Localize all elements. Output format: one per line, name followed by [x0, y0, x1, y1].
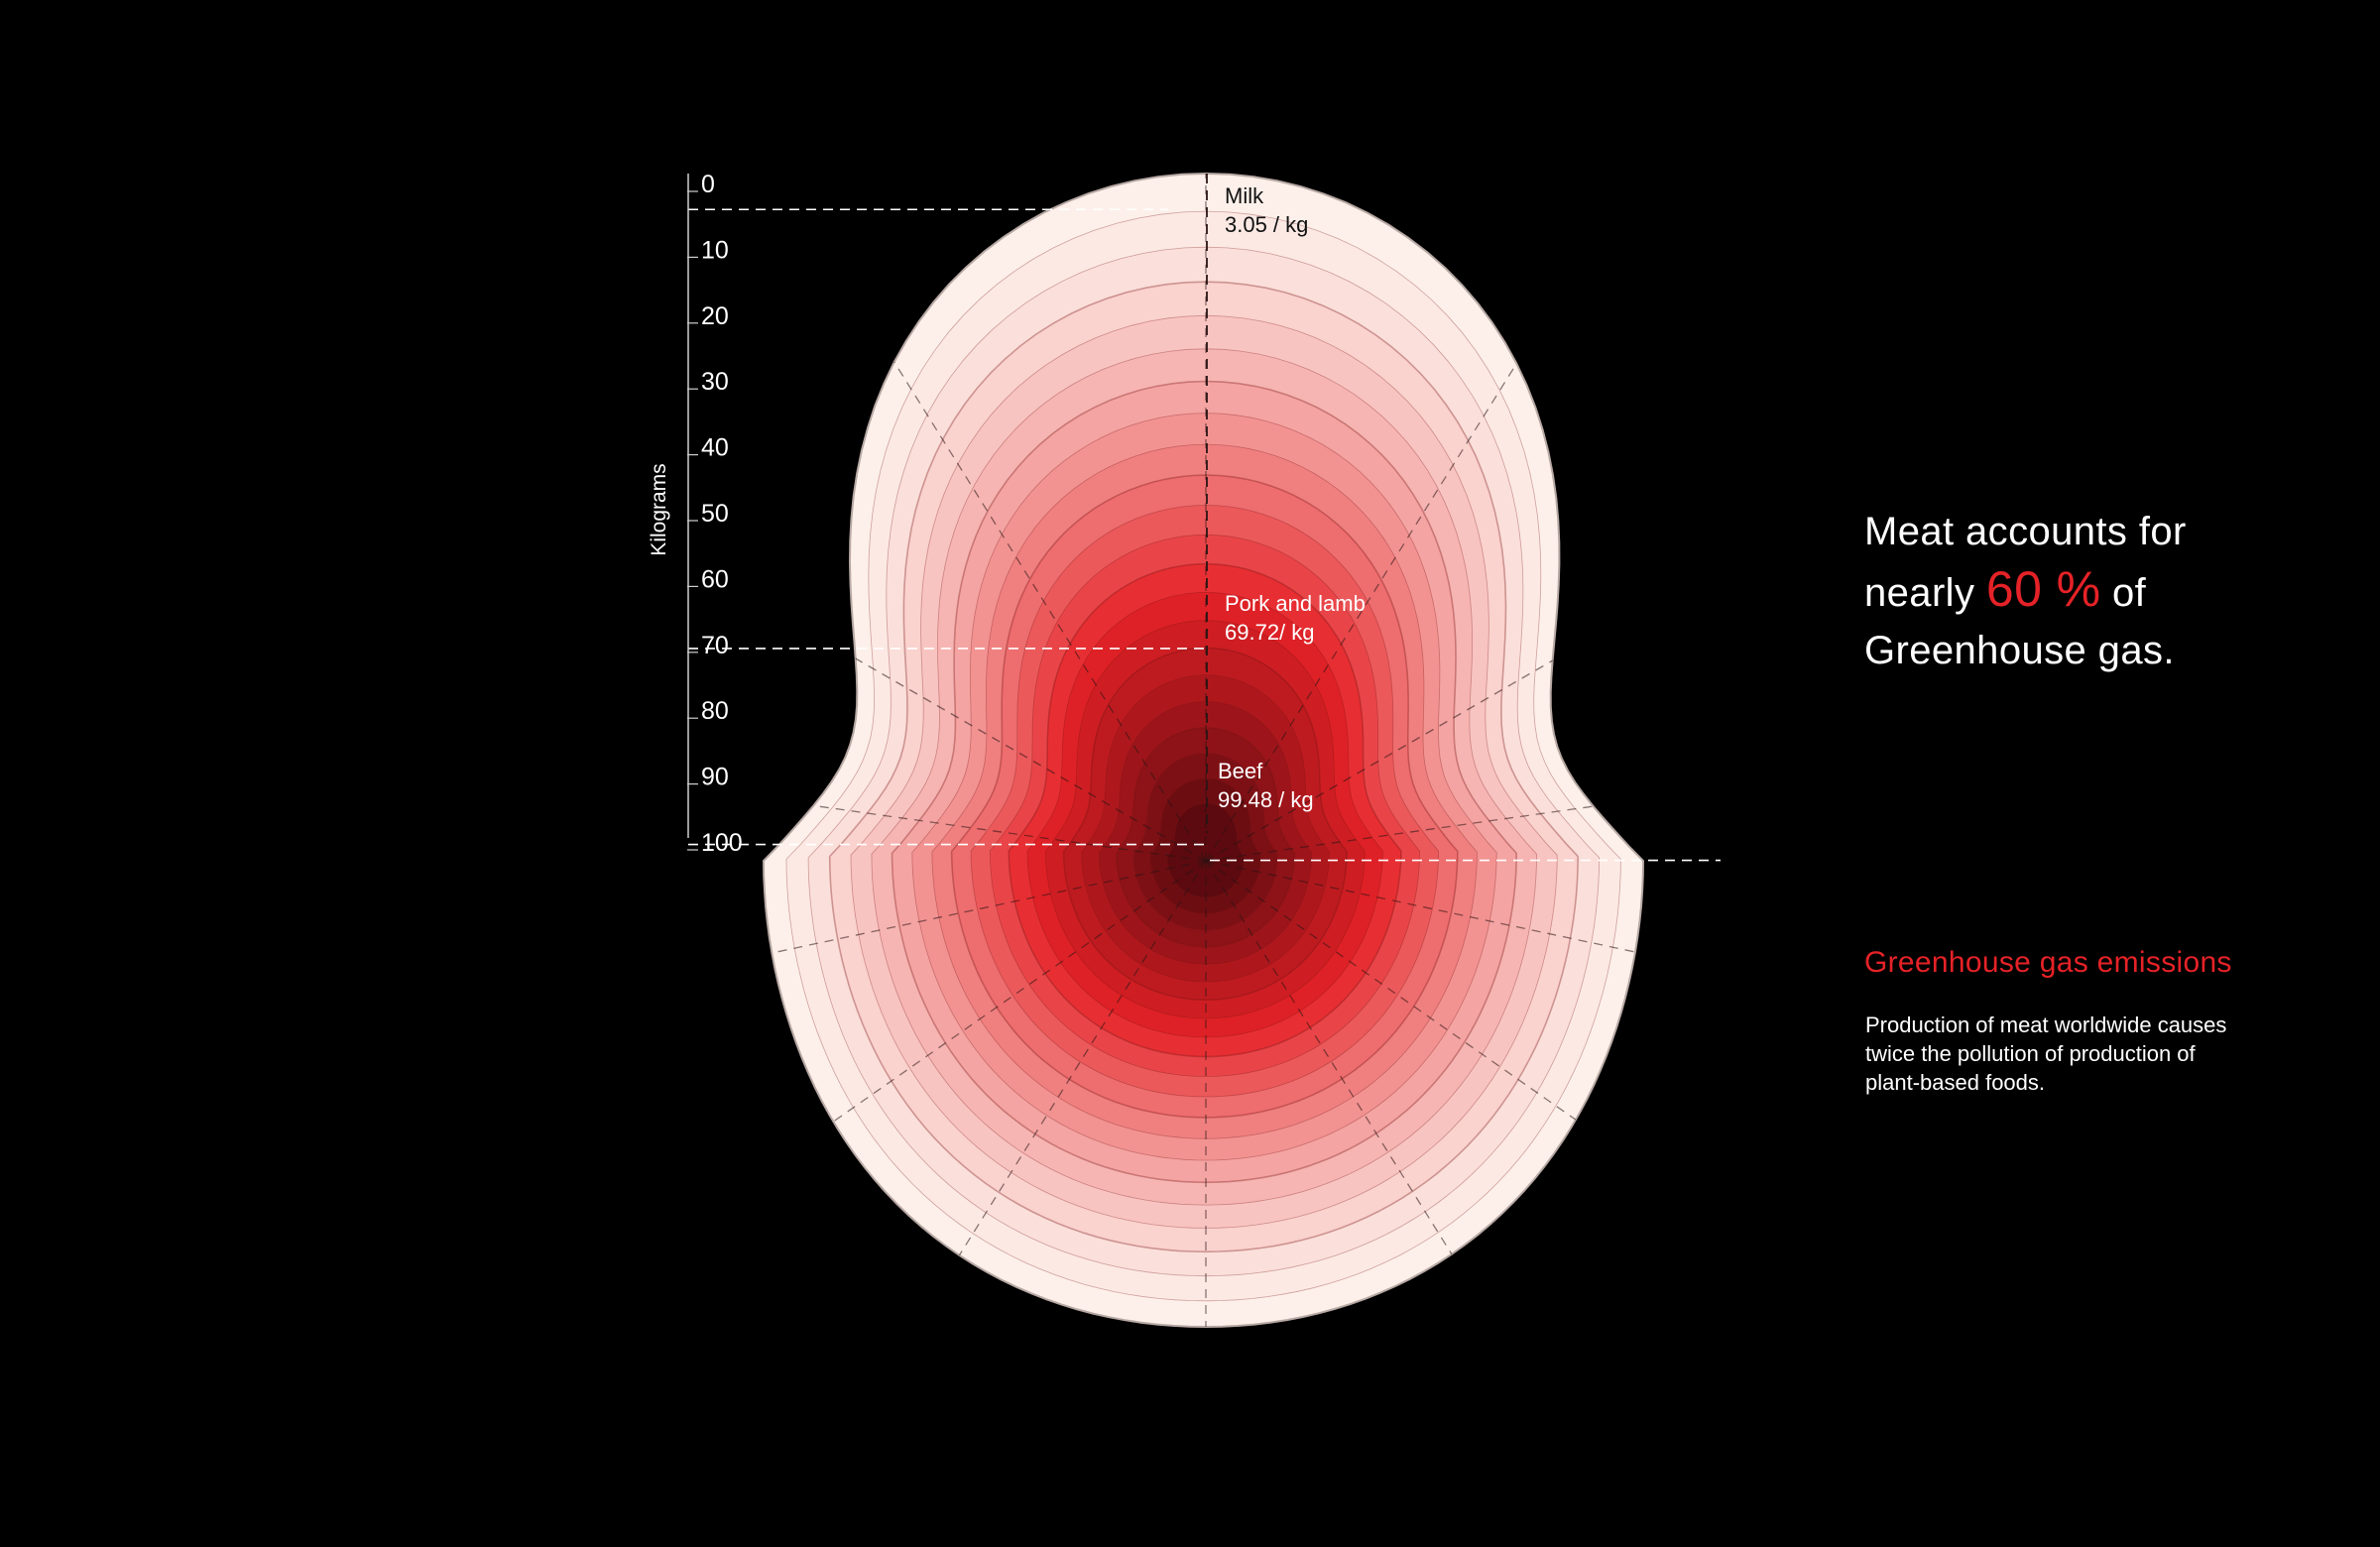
- annotation-value-1: 69.72/ kg: [1225, 620, 1315, 645]
- headline-line-1: Meat accounts for: [1864, 510, 2187, 553]
- y-tick-label-60: 60: [701, 565, 729, 593]
- y-tick-label-90: 90: [701, 764, 729, 791]
- y-tick-label-100: 100: [701, 829, 743, 857]
- radial-line-9: [764, 860, 1207, 1327]
- y-tick-label-70: 70: [701, 632, 729, 659]
- annotation-value-2: 99.48 / kg: [1218, 787, 1314, 812]
- annotations: Milk 3.05 / kg Pork and lamb 69.72/ kg Beef 9…: [1218, 183, 1366, 812]
- radial-line-12: [764, 265, 1207, 862]
- y-axis: 0 10 20 30 40 50 60 70 80 90 100 Kilograms: [648, 171, 743, 857]
- annotation-value-0: 3.05 / kg: [1225, 212, 1308, 237]
- value-guide-lines: [688, 174, 1721, 862]
- section-body-line-1: Production of meat worldwide causes: [1865, 1012, 2227, 1037]
- y-tick-label-0: 0: [701, 171, 715, 198]
- headline-line-2: nearly 60 % of: [1864, 560, 2311, 622]
- headline-nearly: nearly: [1864, 571, 1975, 615]
- section-body: Production of meat worldwide causes twic…: [1865, 1011, 2331, 1097]
- radial-line-8: [764, 860, 1207, 1327]
- radial-line-6: [1205, 860, 1643, 1327]
- section-title: Greenhouse gas emissions: [1864, 946, 2232, 979]
- density-contours: [762, 172, 1645, 1329]
- y-tick-label-40: 40: [701, 434, 729, 462]
- radial-line-2: [1205, 265, 1643, 862]
- annotation-name-0: Milk: [1225, 183, 1264, 208]
- radial-line-4: [1205, 860, 1643, 1110]
- y-tick-label-30: 30: [701, 368, 729, 396]
- radial-line-10: [764, 860, 1207, 1110]
- headline: Meat accounts for nearly 60 % of Greenho…: [1864, 503, 2311, 679]
- y-tick-label-80: 80: [701, 697, 729, 725]
- annotation-name-2: Beef: [1218, 759, 1263, 783]
- y-tick-label-50: 50: [701, 500, 729, 528]
- headline-percent: 60 %: [1985, 561, 2101, 617]
- y-tick-label-10: 10: [701, 236, 729, 264]
- section-body-line-3: plant-based foods.: [1865, 1070, 2046, 1095]
- section-body-line-2: twice the pollution of production of: [1865, 1041, 2196, 1066]
- y-axis-title: Kilograms: [648, 463, 670, 555]
- radial-line-5: [1205, 860, 1643, 1327]
- y-tick-label-20: 20: [701, 302, 729, 330]
- annotation-name-1: Pork and lamb: [1225, 591, 1366, 616]
- headline-line-3: Greenhouse gas.: [1864, 629, 2175, 672]
- radial-line-11: [764, 694, 1207, 862]
- radial-line-3: [1205, 694, 1643, 862]
- headline-of: of: [2111, 571, 2147, 615]
